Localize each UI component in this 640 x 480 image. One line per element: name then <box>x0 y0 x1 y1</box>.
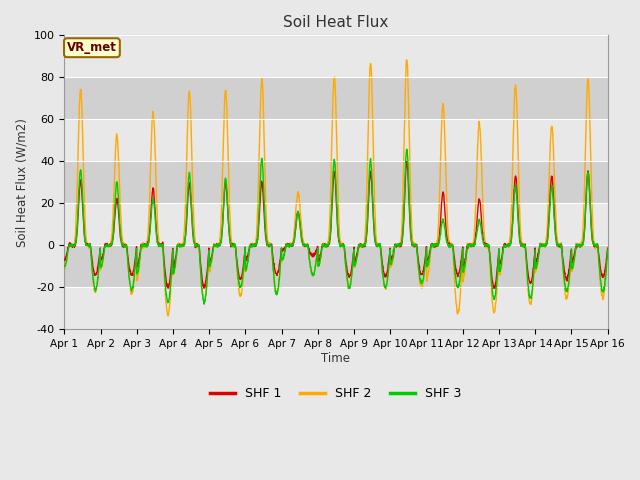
SHF 2 <box>60 265 68 271</box>
SHF 1 <box>572 248 579 253</box>
SHF 3 <box>200 301 208 307</box>
SHF 3 <box>352 261 360 266</box>
SHF 3 <box>364 213 371 218</box>
Bar <box>64 245 608 288</box>
Text: VR_met: VR_met <box>67 41 117 54</box>
Bar <box>64 120 608 161</box>
SHF 3 <box>572 250 579 255</box>
SHF 1 <box>364 223 371 229</box>
SHF 2 <box>604 244 612 250</box>
SHF 3 <box>403 146 410 152</box>
Bar <box>64 288 608 329</box>
SHF 3 <box>212 242 220 248</box>
SHF 1 <box>556 241 564 247</box>
SHF 2 <box>364 154 371 159</box>
Title: Soil Heat Flux: Soil Heat Flux <box>284 15 388 30</box>
Y-axis label: Soil Heat Flux (W/m2): Soil Heat Flux (W/m2) <box>15 118 28 247</box>
Legend: SHF 1, SHF 2, SHF 3: SHF 1, SHF 2, SHF 3 <box>205 383 467 406</box>
Line: SHF 2: SHF 2 <box>64 60 608 316</box>
SHF 2 <box>556 244 564 250</box>
Line: SHF 1: SHF 1 <box>64 162 608 288</box>
SHF 1 <box>403 159 411 165</box>
SHF 1 <box>604 245 612 251</box>
SHF 3 <box>556 242 564 248</box>
X-axis label: Time: Time <box>321 352 351 365</box>
SHF 2 <box>403 57 410 63</box>
SHF 3 <box>60 264 68 269</box>
SHF 1 <box>351 256 359 262</box>
SHF 2 <box>164 313 172 319</box>
Bar <box>64 204 608 245</box>
SHF 2 <box>352 261 360 266</box>
Bar <box>64 36 608 77</box>
Bar <box>64 77 608 120</box>
SHF 2 <box>494 264 502 270</box>
SHF 2 <box>572 251 579 256</box>
SHF 2 <box>212 244 220 250</box>
SHF 1 <box>60 257 68 263</box>
Line: SHF 3: SHF 3 <box>64 149 608 304</box>
SHF 3 <box>604 247 612 252</box>
SHF 1 <box>490 286 498 291</box>
SHF 1 <box>212 243 220 249</box>
Bar <box>64 161 608 204</box>
SHF 3 <box>494 257 502 263</box>
SHF 1 <box>494 255 502 261</box>
